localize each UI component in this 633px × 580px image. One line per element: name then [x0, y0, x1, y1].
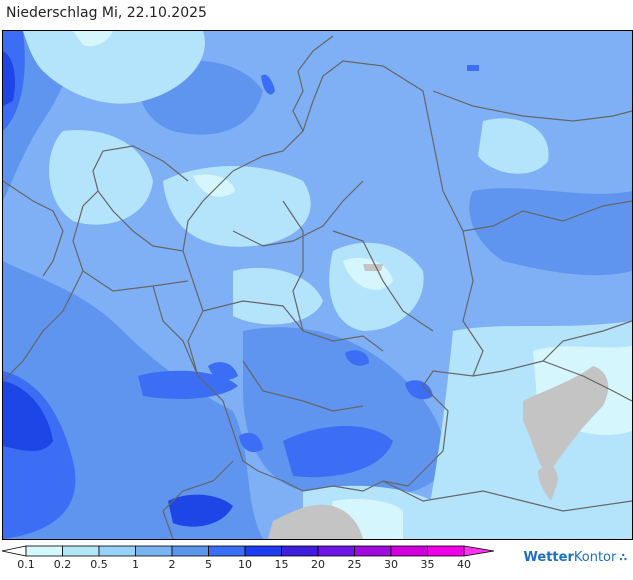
- border-switzerland: [162, 460, 234, 539]
- precip-cell-deep-west: [3, 51, 15, 106]
- border-france: [3, 270, 84, 382]
- precip-cell-bavaria: [283, 426, 393, 478]
- legend-arrow-left: [1, 545, 27, 557]
- legend-tick-label: 10: [238, 558, 252, 571]
- dry-area-czech-south: [538, 465, 558, 501]
- precip-cell-deep-south: [168, 494, 233, 527]
- legend-swatch: [354, 545, 392, 557]
- light-area-west: [49, 130, 153, 225]
- precip-cell-saxony: [345, 350, 369, 366]
- legend-swatch: [281, 545, 319, 557]
- brand-logo[interactable]: Wetter Kontor ∴: [524, 550, 627, 565]
- dry-area-czech: [523, 366, 609, 476]
- precip-cell-baltic: [467, 65, 479, 71]
- border-germany-north: [232, 60, 434, 172]
- legend-tick-label: 0.1: [17, 558, 35, 571]
- legend-tick-label: 15: [275, 558, 289, 571]
- border-czech: [472, 360, 632, 402]
- legend-color-scale: [1, 545, 495, 557]
- border-states-5: [232, 180, 364, 247]
- precipitation-legend: 0.1 0.2 0.5 1 2 5 10 15 20 25 30 35 40: [0, 542, 633, 580]
- legend-swatch: [427, 545, 465, 557]
- legend-tick-label: 35: [421, 558, 435, 571]
- light-area-north: [62, 31, 123, 62]
- legend-swatch: [98, 545, 136, 557]
- legend-tick-label: 20: [311, 558, 325, 571]
- dry-area-saxony: [363, 264, 383, 271]
- border-austria: [382, 480, 632, 512]
- border-east-europe: [542, 320, 632, 362]
- precip-cell-swabia: [239, 432, 263, 453]
- light-area-poland: [478, 118, 549, 174]
- legend-swatch: [390, 545, 428, 557]
- legend-tick-label: 2: [169, 558, 176, 571]
- border-states-4: [242, 360, 364, 412]
- border-netherlands: [92, 145, 189, 252]
- legend-swatch: [25, 545, 63, 557]
- border-states-3: [202, 300, 384, 352]
- border-denmark: [292, 35, 334, 132]
- border-states-1: [282, 200, 304, 332]
- border-coast-north-sea: [3, 180, 64, 277]
- legend-tick-label: 40: [457, 558, 471, 571]
- legend-tick-label: 1: [132, 558, 139, 571]
- precipitation-map: [2, 30, 633, 540]
- brand-name-part2: Kontor: [573, 550, 617, 565]
- border-germany-south: [232, 430, 409, 492]
- border-baltic-coast: [432, 90, 632, 122]
- legend-tick-label: 0.2: [54, 558, 72, 571]
- legend-tick-labels: 0.1 0.2 0.5 1 2 5 10 15 20 25 30 35 40: [17, 558, 471, 571]
- precip-cell-franconia: [405, 380, 433, 400]
- precip-cell-denmark: [261, 74, 275, 95]
- legend-tick-label: 25: [348, 558, 362, 571]
- legend-arrow-right: [463, 545, 495, 557]
- lighter-area-north: [73, 31, 113, 47]
- border-poland: [462, 200, 632, 232]
- border-luxembourg: [152, 285, 199, 377]
- legend-swatch: [317, 545, 355, 557]
- page-title: Niederschlag Mi, 22.10.2025: [6, 5, 207, 21]
- border-germany-west: [182, 170, 234, 432]
- legend-swatch: [208, 545, 246, 557]
- legend-swatch: [171, 545, 209, 557]
- legend-swatch: [244, 545, 282, 557]
- legend-tick-label: 0.5: [90, 558, 108, 571]
- legend-swatch: [135, 545, 173, 557]
- country-borders: [3, 35, 632, 539]
- legend-tick-label: 30: [384, 558, 398, 571]
- border-states-2: [332, 230, 434, 332]
- precip-cell-hesse: [208, 362, 238, 380]
- light-area-central: [233, 267, 323, 325]
- dry-area-alps: [268, 504, 363, 539]
- precip-area-north-west: [3, 31, 93, 201]
- brand-name-part1: Wetter: [523, 550, 574, 565]
- precip-cell-rhine: [138, 370, 238, 399]
- legend-tick-label: 5: [205, 558, 212, 571]
- precip-cell-deep-southwest: [3, 381, 53, 451]
- legend-swatch: [62, 545, 100, 557]
- rain-drops-icon: ∴: [619, 551, 627, 564]
